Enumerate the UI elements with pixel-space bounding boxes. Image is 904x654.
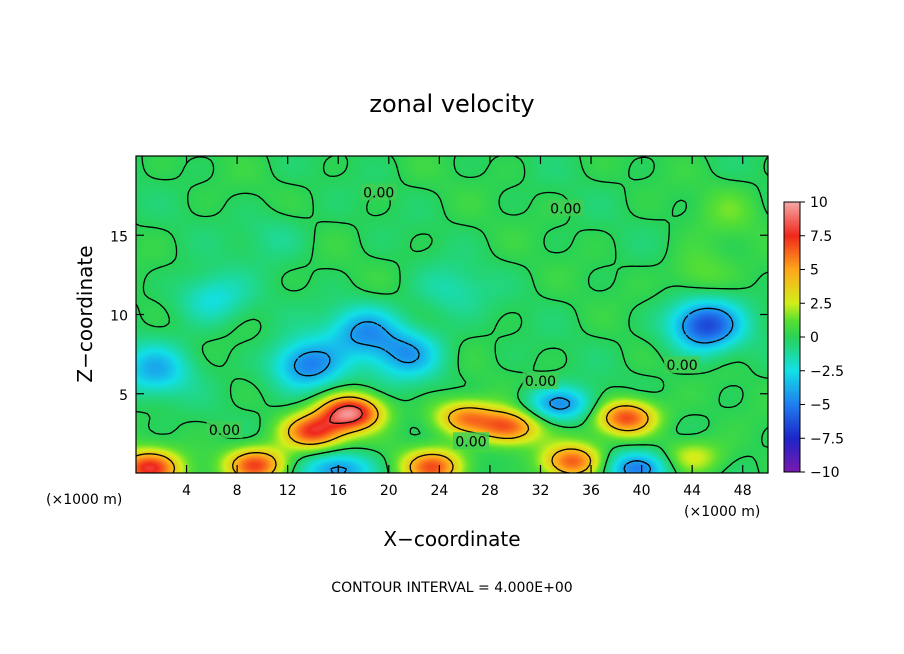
colorbar-ramp: [783, 201, 801, 473]
x-tick-label: 24: [430, 483, 448, 499]
x-tick-label: 16: [329, 483, 347, 499]
x-tick-label: 44: [683, 483, 701, 499]
contour-lines: [136, 156, 768, 473]
contour-zero: [136, 156, 768, 473]
colorbar: 10 7.5 5 2.5 0 −2.5 −5 −7.5 −10: [783, 195, 844, 481]
colorbar-tick-label: −7.5: [810, 431, 844, 447]
contour-labels: 0.00 0.00 0.00 0.00 0.00 0.00: [206, 183, 701, 450]
heatmap-field: [136, 156, 768, 473]
contour-label: 0.00: [363, 185, 394, 201]
contour-label: 0.00: [525, 374, 556, 390]
contour-label: 0.00: [455, 434, 486, 450]
y-tick-label: 15: [110, 229, 128, 245]
chart-title: zonal velocity: [369, 90, 534, 118]
colorbar-tick-label: 2.5: [810, 296, 832, 312]
x-tick-label: 4: [182, 483, 191, 499]
x-tick-label: 40: [633, 483, 651, 499]
y-tick-label: 10: [110, 309, 128, 325]
contour-label: 0.00: [550, 201, 581, 217]
x-tick-label: 32: [532, 483, 550, 499]
contour-label-bg: [664, 356, 701, 374]
x-tick-label: 28: [481, 483, 499, 499]
plot-area: 0.00 0.00 0.00 0.00 0.00 0.00: [135, 155, 769, 474]
x-tick-label: 48: [734, 483, 752, 499]
y-axis: 5 10 15: [110, 229, 768, 404]
contour-label-bg: [360, 183, 397, 201]
x-unit-left: (×1000 m): [46, 492, 122, 508]
y-axis-label: Z−coordinate: [73, 245, 97, 382]
colorbar-tick-label: −2.5: [810, 364, 844, 380]
contour-negative: [293, 307, 734, 473]
colorbar-tick-label: 10: [810, 195, 828, 211]
contour-interval-note: CONTOUR INTERVAL = 4.000E+00: [331, 580, 572, 596]
contour-positive-high: [328, 405, 364, 424]
colorbar-ticks: 10 7.5 5 2.5 0 −2.5 −5 −7.5 −10: [800, 195, 844, 481]
contour-label-bg: [206, 421, 243, 439]
x-tick-label: 20: [380, 483, 398, 499]
y-tick-label: 5: [119, 388, 128, 404]
contour-label-bg: [547, 199, 584, 217]
colorbar-tick-label: 5: [810, 263, 819, 279]
x-axis-label: X−coordinate: [383, 527, 520, 551]
contour-positive: [136, 396, 649, 473]
contour-label-bg: [522, 372, 559, 390]
colorbar-tick-label: −10: [810, 465, 840, 481]
colorbar-tick-label: 7.5: [810, 229, 832, 245]
x-unit-right: (×1000 m): [684, 504, 760, 520]
x-tick-label: 8: [233, 483, 242, 499]
x-tick-label: 12: [279, 483, 297, 499]
colorbar-tick-label: 0: [810, 330, 819, 346]
contour-label: 0.00: [666, 358, 697, 374]
contour-label: 0.00: [209, 423, 240, 439]
x-axis: 4 8 12 16 20 24 28 32 36 40 44 48: [182, 156, 752, 499]
colorbar-tick-label: −5: [810, 398, 831, 414]
contour-label-bg: [452, 432, 489, 450]
x-tick-label: 36: [582, 483, 600, 499]
